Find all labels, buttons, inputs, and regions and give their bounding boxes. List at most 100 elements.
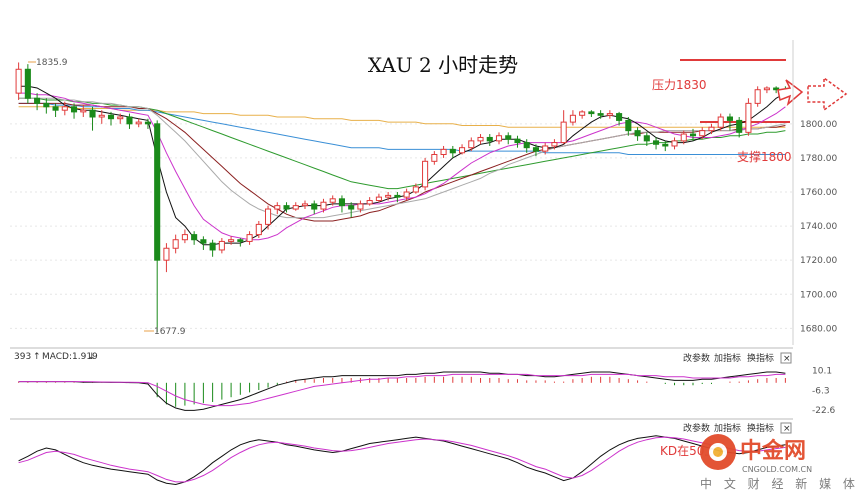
- macd-panel: [18, 371, 786, 411]
- candle: [52, 103, 59, 117]
- macd-down-arrow-icon: ↓: [88, 352, 96, 362]
- macd-label: MACD:1.919: [42, 352, 98, 362]
- kd-close-icon: ×: [783, 424, 791, 434]
- watermark-brand: 中金网: [740, 438, 806, 464]
- kd-panel: [18, 435, 786, 486]
- candle-body: [43, 102, 50, 108]
- candle: [366, 197, 373, 206]
- candle-body: [311, 203, 318, 210]
- ma-line-ma60: [18, 97, 786, 190]
- kd-close-button[interactable]: [780, 422, 792, 434]
- candle-body: [551, 142, 558, 147]
- ma-line-ma120: [18, 102, 786, 155]
- candle: [422, 157, 429, 191]
- macd-close-button[interactable]: [780, 352, 792, 364]
- candle: [662, 140, 669, 152]
- candle-body: [495, 135, 503, 142]
- candle-body: [34, 97, 41, 104]
- candle-body: [403, 191, 410, 198]
- up-arrow-icon: [777, 79, 804, 107]
- candle-body: [680, 133, 687, 142]
- candle: [532, 144, 539, 157]
- candle: [329, 195, 336, 206]
- candle: [699, 127, 706, 140]
- candle: [228, 236, 235, 245]
- candle-body: [477, 136, 484, 142]
- macd-dif-line: [18, 371, 786, 411]
- y-tick-label: 1680.00: [800, 324, 837, 334]
- moving-average-lines: [18, 85, 786, 246]
- candle: [311, 200, 318, 215]
- candle-body: [689, 133, 697, 137]
- watermark-slogan: 中 文 财 经 新 媒 体: [700, 476, 855, 491]
- candle-body: [514, 138, 521, 144]
- macd-y-axis: 10.1 -6.3 -22.6: [812, 367, 836, 416]
- ma-line-ma10: [18, 92, 786, 241]
- macd-tick-label: -22.6: [812, 406, 836, 416]
- candle-body: [107, 114, 115, 120]
- candle: [89, 106, 96, 131]
- candle: [98, 110, 105, 124]
- candle-body: [385, 194, 392, 198]
- kd-buttons: 改参数 加指标 换指标 ×: [683, 422, 792, 434]
- y-tick-label: 1760.00: [800, 188, 837, 198]
- candle: [274, 202, 281, 215]
- candle: [736, 117, 743, 138]
- candle-body: [616, 113, 623, 121]
- ma-line-ma5: [18, 85, 786, 246]
- candle: [671, 137, 678, 150]
- low-label: 1677.9: [154, 327, 186, 337]
- candle: [200, 236, 207, 250]
- macd-tick-label: -6.3: [812, 386, 830, 396]
- candle-body: [80, 109, 87, 113]
- candle-body: [625, 119, 632, 132]
- candle-body: [15, 68, 22, 94]
- candle-body: [117, 116, 124, 120]
- candle: [634, 127, 641, 141]
- candle: [431, 151, 438, 165]
- kd-k-line: [18, 435, 786, 486]
- candle-body: [246, 234, 253, 242]
- change-params-button[interactable]: 改参数: [683, 352, 710, 364]
- candle: [726, 113, 733, 131]
- kd-switch-indicator-button[interactable]: 换指标: [747, 422, 774, 434]
- candle-body: [606, 113, 613, 116]
- candle: [495, 132, 503, 145]
- candle-body: [228, 239, 235, 242]
- candle-body: [292, 205, 299, 210]
- candle: [71, 103, 78, 119]
- candle-body: [61, 106, 68, 111]
- switch-indicator-button[interactable]: 换指标: [747, 352, 774, 364]
- candlesticks: [15, 62, 789, 332]
- candle: [606, 110, 613, 119]
- candle-body: [163, 247, 170, 261]
- candle-body: [71, 106, 78, 113]
- add-indicator-button[interactable]: 加指标: [714, 352, 741, 364]
- candle: [34, 93, 41, 111]
- candle-body: [579, 111, 586, 116]
- candle-body: [209, 242, 216, 251]
- main-grid: [10, 123, 793, 329]
- candle-body: [662, 143, 669, 147]
- candle-body: [699, 130, 706, 137]
- candle-body: [237, 239, 244, 242]
- candle-body: [468, 140, 475, 149]
- candle-body: [726, 116, 733, 121]
- candle-body: [523, 142, 530, 149]
- kd-change-params-button[interactable]: 改参数: [683, 422, 710, 434]
- candle-body: [422, 160, 429, 188]
- candle-body: [366, 200, 373, 205]
- candle: [625, 117, 632, 136]
- candle: [403, 188, 410, 201]
- candle-body: [440, 148, 447, 156]
- candle-body: [274, 205, 281, 210]
- kd-add-indicator-button[interactable]: 加指标: [714, 422, 741, 434]
- candle-body: [126, 116, 133, 125]
- candle: [588, 110, 595, 117]
- candle: [708, 123, 715, 135]
- candle-body: [459, 147, 466, 154]
- candle: [763, 86, 770, 94]
- candle-body: [643, 135, 650, 142]
- candle-body: [671, 140, 678, 147]
